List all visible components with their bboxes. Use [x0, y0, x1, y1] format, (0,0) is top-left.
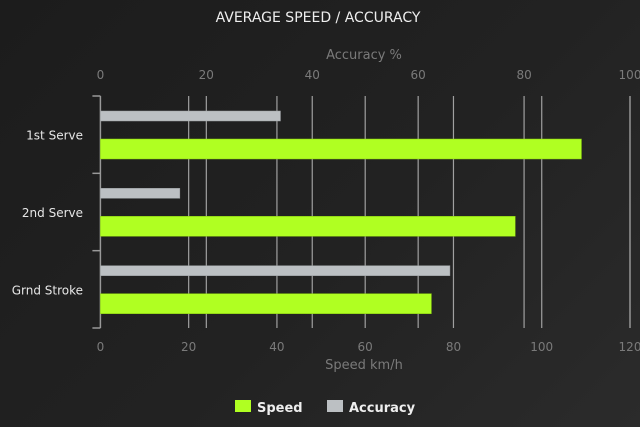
legend-label-speed: Speed	[257, 401, 303, 416]
top-tick-label: 40	[305, 68, 320, 82]
bottom-tick-label: 100	[530, 340, 553, 354]
speed-bar	[100, 138, 582, 160]
legend-swatch-accuracy	[327, 400, 343, 412]
bottom-tick-label: 20	[181, 340, 196, 354]
speed-bar	[100, 216, 516, 237]
top-axis-label: Accuracy %	[326, 48, 402, 63]
bottom-axis-label: Speed km/h	[325, 358, 403, 373]
chart-title: AVERAGE SPEED / ACCURACY	[216, 10, 421, 26]
top-tick-label: 80	[516, 68, 531, 82]
accuracy-bar	[100, 110, 281, 122]
accuracy-bar	[100, 188, 181, 199]
top-tick-label: 60	[411, 68, 426, 82]
legend-swatch-speed	[235, 400, 251, 412]
category-label: 2nd Serve	[22, 206, 83, 220]
speed-bar	[100, 293, 432, 314]
bottom-tick-label: 120	[619, 340, 640, 354]
top-tick-label: 0	[97, 68, 105, 82]
bottom-tick-label: 80	[446, 340, 461, 354]
category-label: Grnd Stroke	[12, 283, 83, 297]
bottom-tick-label: 0	[97, 340, 105, 354]
top-tick-label: 20	[199, 68, 214, 82]
top-tick-label: 100	[619, 68, 640, 82]
category-label: 1st Serve	[26, 129, 83, 143]
accuracy-bar	[100, 265, 451, 276]
legend-label-accuracy: Accuracy	[349, 401, 416, 416]
bottom-tick-label: 60	[358, 340, 373, 354]
bottom-tick-label: 40	[269, 340, 284, 354]
